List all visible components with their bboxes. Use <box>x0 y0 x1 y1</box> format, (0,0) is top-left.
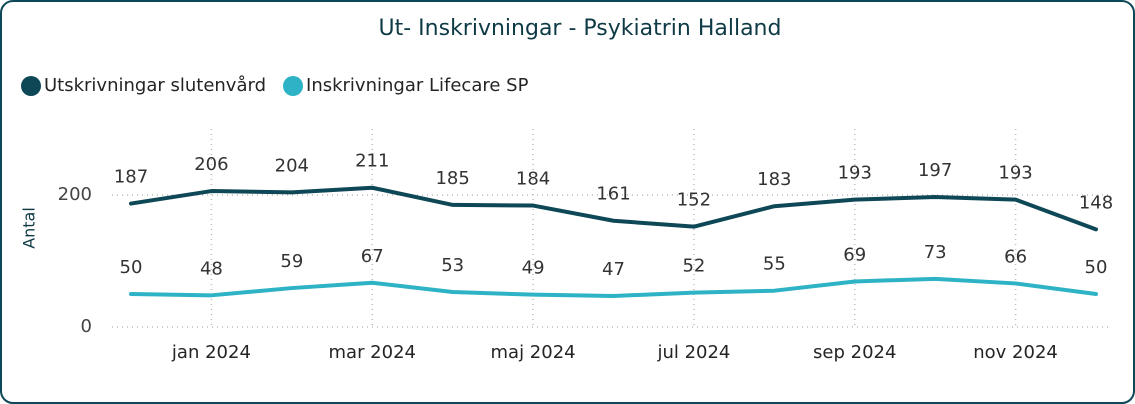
data-label: 50 <box>120 257 143 278</box>
x-tick-label: sep 2024 <box>813 342 896 363</box>
data-label: 59 <box>280 251 303 272</box>
data-label: 49 <box>522 258 545 279</box>
data-label: 211 <box>355 151 389 172</box>
y-axis-label: Antal <box>20 207 39 249</box>
data-label: 48 <box>200 258 223 279</box>
x-tick-label: jul 2024 <box>656 342 730 363</box>
legend-marker <box>283 76 304 96</box>
x-tick-label: nov 2024 <box>973 342 1058 363</box>
legend-label: Utskrivningar slutenvård <box>44 75 266 96</box>
data-label: 183 <box>757 169 791 190</box>
data-label: 50 <box>1085 257 1108 278</box>
chart-title: Ut- Inskrivningar - Psykiatrin Halland <box>379 16 782 41</box>
data-label: 66 <box>1004 246 1027 267</box>
x-tick-label: mar 2024 <box>329 342 417 363</box>
x-tick-label: maj 2024 <box>491 342 576 363</box>
data-label: 187 <box>114 167 148 188</box>
data-label: 53 <box>441 255 464 276</box>
data-label: 152 <box>677 190 711 211</box>
series-line <box>129 185 1098 232</box>
data-label: 73 <box>924 242 947 263</box>
data-label: 67 <box>361 246 384 267</box>
data-label: 197 <box>918 160 952 181</box>
legend-label: Inskrivningar Lifecare SP <box>306 75 529 96</box>
series-line <box>129 276 1098 298</box>
data-label: 206 <box>194 154 228 175</box>
y-tick-label: 200 <box>58 184 92 205</box>
data-label: 184 <box>516 169 550 190</box>
data-label: 161 <box>596 184 630 205</box>
x-tick-label: jan 2024 <box>171 342 251 363</box>
data-label: 55 <box>763 254 786 275</box>
data-label: 47 <box>602 259 625 280</box>
y-tick-label: 0 <box>81 316 92 337</box>
data-label: 148 <box>1079 192 1113 213</box>
data-label: 52 <box>682 256 705 277</box>
data-label: 204 <box>275 155 309 176</box>
legend-marker <box>21 76 41 96</box>
data-label: 193 <box>838 163 872 184</box>
data-label: 185 <box>435 168 469 189</box>
data-label: 193 <box>998 163 1032 184</box>
data-label: 69 <box>843 244 866 265</box>
